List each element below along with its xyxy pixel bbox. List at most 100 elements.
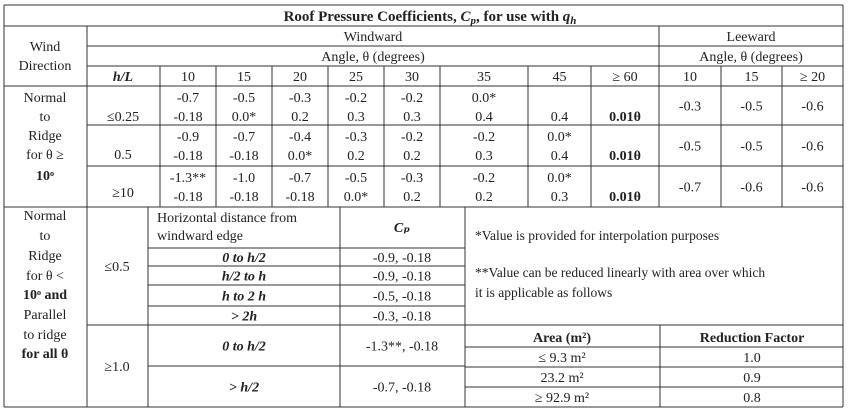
- cp-value-theta: 0.01θ: [609, 110, 641, 125]
- cp-value-lower: 0.2: [403, 190, 421, 205]
- cp-value-upper: -0.3: [289, 91, 311, 106]
- cp-value-upper: -0.7: [289, 171, 311, 186]
- parallel-section-label: Normal to Ridge for θ < 10ᵒ and Parallel…: [22, 209, 69, 362]
- reduction-factor-header: Reduction Factor: [700, 331, 805, 346]
- cp-value-lower: 0.0*: [288, 149, 313, 164]
- cp-value-lower: 0.0*: [344, 190, 369, 205]
- cp-value-upper: -0.3: [345, 130, 367, 145]
- horizontal-distance-header-1: Horizontal distance from: [157, 211, 297, 226]
- cp-value-lower: 0.3: [551, 190, 569, 205]
- leeward-cp-value: -0.7: [679, 181, 701, 196]
- distance-cp-value: -0.7, -0.18: [373, 381, 431, 396]
- parallel-label-line: for θ <: [26, 269, 64, 284]
- area-value: 23.2 m²: [540, 371, 583, 386]
- cp-value-lower: 0.2: [475, 190, 493, 205]
- cp-value-lower: 0.4: [551, 110, 569, 125]
- hl-value: ≤0.5: [104, 260, 129, 275]
- cp-value-upper: -0.4: [289, 130, 311, 145]
- parallel-label-line: Normal: [24, 209, 67, 224]
- cp-value-upper: -0.7: [177, 91, 199, 106]
- normal-label-line: Normal: [24, 91, 67, 106]
- cp-value-upper: -0.5: [233, 91, 255, 106]
- area-header: Area (m²): [533, 331, 591, 346]
- normal-label-line: to: [40, 110, 51, 125]
- parallel-label-line: Parallel: [24, 308, 67, 323]
- distance-range: 0 to h/2: [222, 340, 266, 355]
- parallel-label-line: to: [40, 229, 51, 244]
- windward-header: Windward: [344, 30, 403, 45]
- normal-label-line: for θ ≥: [26, 148, 64, 163]
- normal-label-line: Ridge: [28, 129, 61, 144]
- windward-angle-7: 45: [553, 70, 567, 85]
- cp-value-upper: -0.3: [401, 171, 423, 186]
- cp-value-upper: -0.2: [473, 130, 495, 145]
- horizontal-distance-header-2: windward edge: [157, 229, 243, 244]
- windward-angle-headers: 10 15 20 25 30 35 45 ≥ 60: [181, 70, 638, 85]
- distance-cp-value: -0.5, -0.18: [373, 290, 431, 305]
- parallel-groups: ≤0.5 0 to h/2 -0.9, -0.18 h/2 to h -0.9, -0.…: [104, 251, 438, 396]
- cp-value-upper: -0.2: [401, 130, 423, 145]
- windward-angle-3: 20: [293, 70, 307, 85]
- parallel-label-line: Ridge: [28, 249, 61, 264]
- cp-value-lower: -0.18: [229, 190, 258, 205]
- distance-range: h/2 to h: [222, 270, 267, 285]
- distance-range: 0 to h/2: [222, 251, 266, 266]
- distance-range: h to 2 h: [222, 290, 266, 305]
- cp-value-lower: -0.18: [285, 190, 314, 205]
- cp-value-upper: -0.2: [345, 91, 367, 106]
- normal-label-line: 10ᵒ: [36, 169, 54, 184]
- reduction-factor-value: 0.8: [743, 391, 761, 406]
- cp-value-upper: 0.0*: [547, 171, 572, 186]
- cp-value-theta: 0.01θ: [609, 190, 641, 205]
- cp-value-upper: -0.2: [473, 171, 495, 186]
- hl-header: h/L: [113, 70, 133, 85]
- hl-value: ≤0.25: [107, 110, 139, 125]
- leeward-cp-value: -0.3: [679, 100, 701, 115]
- reduction-rows: ≤ 9.3 m² 1.0 23.2 m² 0.9 ≥ 92.9 m² 0.8: [535, 351, 761, 406]
- wind-direction-label-1: Wind: [30, 40, 61, 55]
- cp-value-upper: -0.5: [345, 171, 367, 186]
- parallel-label-line: to ridge: [23, 328, 66, 343]
- windward-angle-6: 35: [477, 70, 491, 85]
- wind-direction-label-2: Direction: [19, 59, 72, 74]
- windward-angle-header: Angle, θ (degrees): [321, 50, 425, 65]
- hl-value: ≥1.0: [104, 360, 129, 375]
- cp-value-lower: 0.2: [403, 149, 421, 164]
- cp-value-lower: -0.18: [173, 190, 202, 205]
- cp-value-lower: -0.18: [173, 149, 202, 164]
- table-title: Roof Pressure Coefficients, Cp, for use …: [284, 9, 577, 27]
- hl-value: ≥10: [112, 186, 134, 201]
- windward-angle-8: ≥ 60: [612, 70, 637, 85]
- distance-cp-value: -0.9, -0.18: [373, 270, 431, 285]
- cp-value-upper: -0.7: [233, 130, 255, 145]
- note-interpolation: *Value is provided for interpolation pur…: [475, 228, 719, 243]
- cp-value-lower: 0.3: [347, 110, 365, 125]
- leeward-angle-header: Angle, θ (degrees): [699, 50, 803, 65]
- reduction-factor-value: 1.0: [743, 351, 761, 366]
- cp-value-upper: 0.0*: [547, 130, 572, 145]
- cp-value-lower: 0.4: [475, 110, 493, 125]
- windward-angle-1: 10: [181, 70, 195, 85]
- area-value: ≤ 9.3 m²: [538, 351, 585, 366]
- cp-value-lower: -0.18: [173, 110, 202, 125]
- cp-value-upper: -0.9: [177, 130, 199, 145]
- cp-value-lower: 0.4: [551, 149, 569, 164]
- distance-cp-value: -0.9, -0.18: [373, 251, 431, 266]
- distance-range: > 2h: [231, 310, 257, 325]
- leeward-angle-3: ≥ 20: [800, 70, 825, 85]
- note-reduction-2: it is applicable as follows: [475, 285, 612, 300]
- cp-value-lower: 0.3: [475, 149, 493, 164]
- cp-header: Cₚ: [394, 221, 410, 236]
- leeward-cp-value: -0.6: [801, 181, 823, 196]
- windward-angle-2: 15: [237, 70, 251, 85]
- cp-value-theta: 0.01θ: [609, 149, 641, 164]
- leeward-cp-value: -0.6: [801, 140, 823, 155]
- leeward-cp-value: -0.6: [801, 100, 823, 115]
- normal-section-label: Normal to Ridge for θ ≥ 10ᵒ: [24, 91, 67, 184]
- leeward-cp-value: -0.5: [679, 140, 701, 155]
- cp-value-upper: 0.0*: [472, 91, 497, 106]
- distance-cp-value: -0.3, -0.18: [373, 310, 431, 325]
- leeward-cp-value: -0.6: [740, 181, 762, 196]
